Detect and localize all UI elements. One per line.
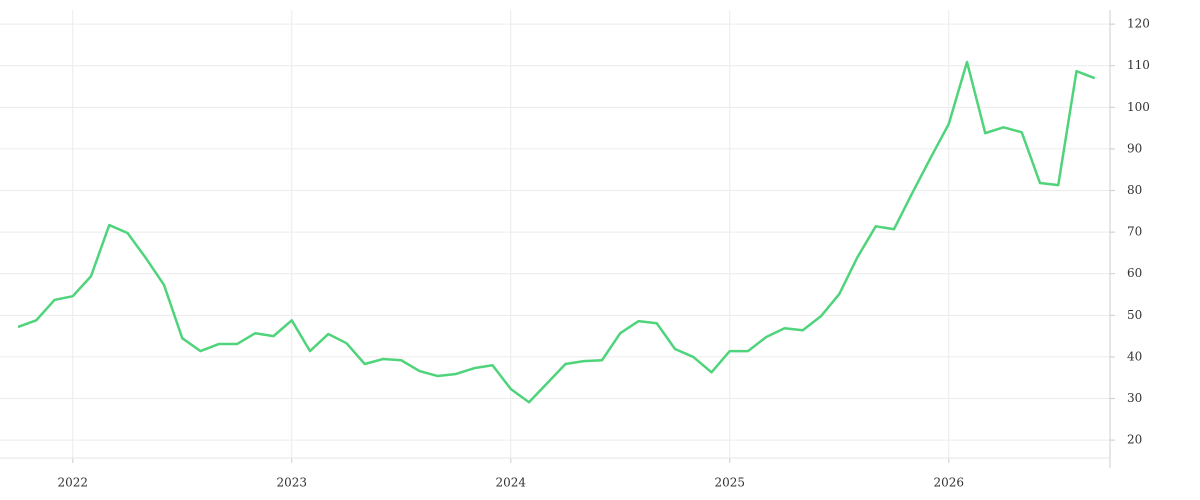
y-tick-label: 70 [1127,225,1142,239]
y-tick-label: 120 [1127,17,1150,31]
y-tick-label: 100 [1127,100,1150,114]
x-tick-label: 2023 [276,476,307,490]
y-tick-label: 80 [1127,183,1142,197]
y-tick-label: 60 [1127,266,1142,280]
y-tick-label: 50 [1127,308,1142,322]
line-series [17,60,1096,404]
y-tick-label: 110 [1127,58,1150,72]
x-tick-label: 2026 [933,476,964,490]
x-tick-label: 2025 [714,476,745,490]
y-tick-label: 40 [1127,349,1142,363]
y-tick-label: 30 [1127,391,1142,405]
x-tick-label: 2024 [495,476,526,490]
y-tick-label: 90 [1127,141,1142,155]
y-tick-label: 20 [1127,433,1142,447]
x-tick-label: 2022 [57,476,88,490]
